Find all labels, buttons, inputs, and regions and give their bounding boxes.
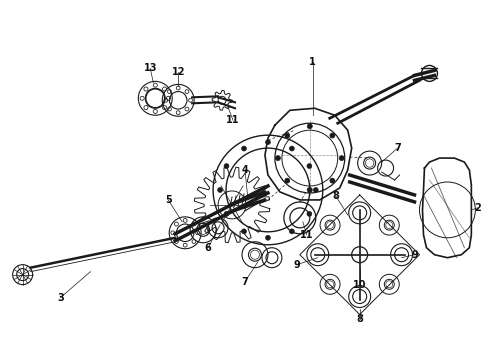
- Circle shape: [285, 133, 290, 138]
- Text: 7: 7: [242, 276, 248, 287]
- Text: 3: 3: [57, 293, 64, 302]
- Circle shape: [313, 188, 318, 193]
- Text: 13: 13: [144, 63, 157, 73]
- Text: 10: 10: [353, 280, 367, 289]
- Circle shape: [224, 163, 229, 168]
- Text: 8: 8: [332, 191, 339, 201]
- Circle shape: [330, 178, 335, 183]
- Text: 6: 6: [205, 243, 212, 253]
- Text: 5: 5: [165, 195, 172, 205]
- Text: 9: 9: [294, 260, 300, 270]
- Circle shape: [224, 211, 229, 216]
- Text: 1: 1: [309, 58, 316, 67]
- Circle shape: [218, 188, 222, 193]
- Text: 2: 2: [474, 203, 481, 213]
- Circle shape: [266, 140, 270, 145]
- Circle shape: [266, 235, 270, 240]
- Circle shape: [307, 124, 312, 129]
- Circle shape: [330, 133, 335, 138]
- Circle shape: [242, 229, 246, 234]
- Circle shape: [290, 229, 294, 234]
- Text: 12: 12: [172, 67, 185, 77]
- Circle shape: [339, 156, 344, 161]
- Circle shape: [307, 188, 312, 193]
- Circle shape: [242, 146, 246, 151]
- Text: 11: 11: [226, 115, 240, 125]
- Text: 7: 7: [394, 143, 401, 153]
- Text: 11: 11: [300, 230, 314, 240]
- Text: 9: 9: [411, 250, 418, 260]
- Circle shape: [307, 163, 312, 168]
- Text: 4: 4: [242, 165, 248, 175]
- Text: 8: 8: [356, 314, 363, 324]
- Circle shape: [275, 156, 280, 161]
- Circle shape: [290, 146, 294, 151]
- Circle shape: [307, 211, 312, 216]
- Circle shape: [285, 178, 290, 183]
